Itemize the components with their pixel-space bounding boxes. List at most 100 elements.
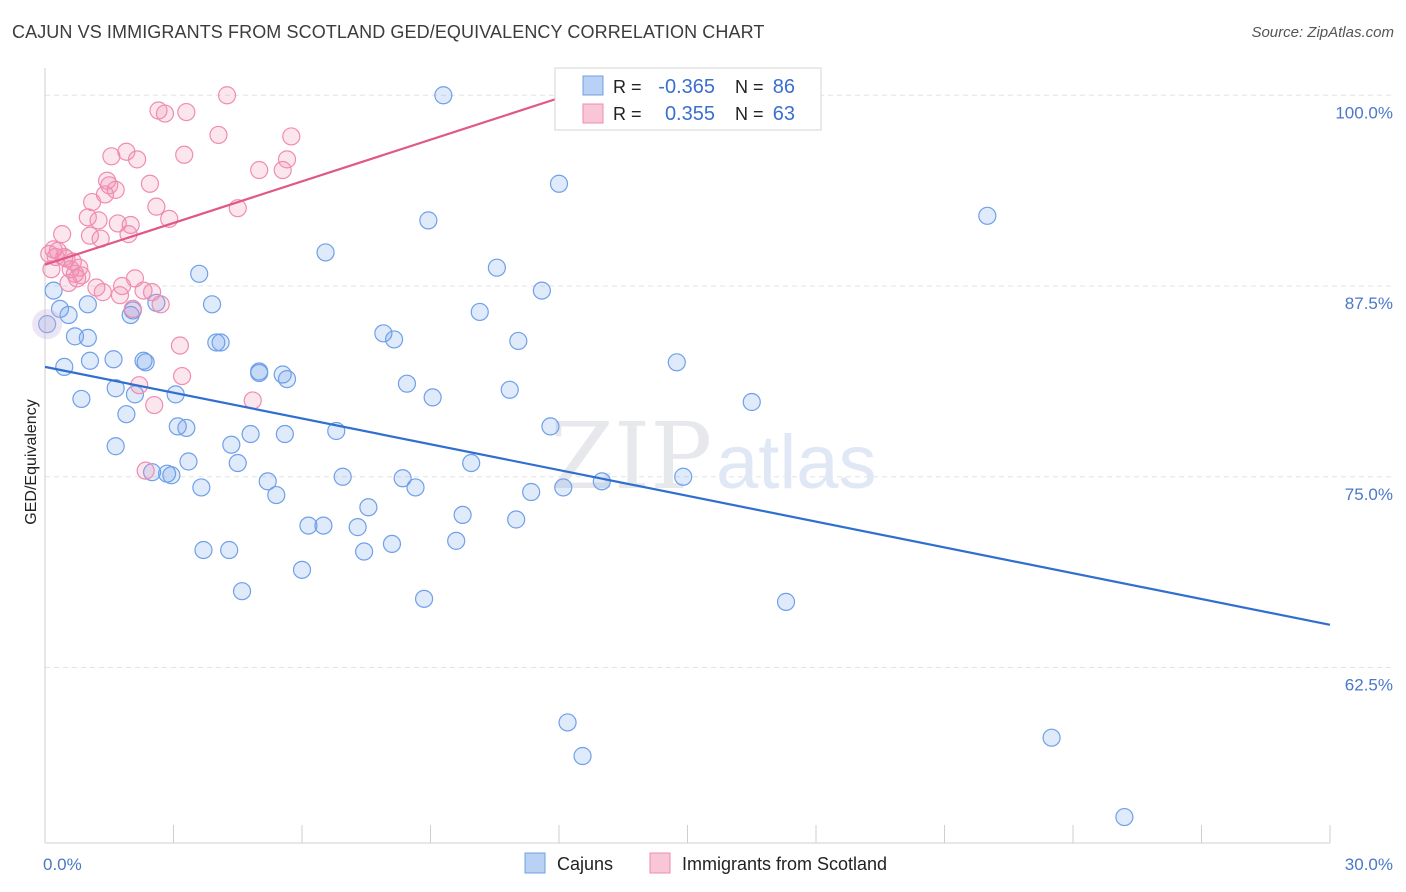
chart-title: CAJUN VS IMMIGRANTS FROM SCOTLAND GED/EQ… xyxy=(12,22,765,42)
cajuns-point-30 xyxy=(202,295,222,314)
scotland-point-26 xyxy=(106,180,125,199)
cajuns-point-75 xyxy=(549,174,569,193)
cajuns-point-58 xyxy=(397,374,417,393)
cajuns-point-18 xyxy=(136,353,155,372)
legend-r-label-2: R = xyxy=(613,104,642,124)
cajuns-point-61 xyxy=(419,211,438,230)
scotland-trend-line xyxy=(44,94,568,266)
cajuns-point-50 xyxy=(333,467,352,486)
scotland-point-52 xyxy=(217,86,237,105)
cajuns-point-39 xyxy=(250,362,269,381)
cajuns-point-55 xyxy=(382,534,402,554)
cajuns-point-60 xyxy=(414,589,434,608)
legend-swatch-cajuns xyxy=(582,75,604,96)
watermark: ZIP atlas xyxy=(550,403,877,510)
cajuns-trend-line xyxy=(44,365,1331,626)
cajuns-point-72 xyxy=(522,482,541,502)
watermark-zip: ZIP xyxy=(550,403,712,510)
cajuns-point-56 xyxy=(384,330,404,349)
cajuns-point-74 xyxy=(541,417,560,436)
cajuns-point-25 xyxy=(177,418,196,438)
y-tick-label-2: 87.5% xyxy=(1345,294,1393,313)
cajuns-point-53 xyxy=(359,498,378,517)
cajuns-point-28 xyxy=(192,478,211,497)
gridlines xyxy=(45,94,1393,669)
scotland-point-49 xyxy=(175,145,194,164)
legend-r-value-1: -0.365 xyxy=(658,76,715,98)
axes xyxy=(44,68,1331,844)
cajuns-point-37 xyxy=(241,424,260,444)
legend-n-label-1: N = xyxy=(735,77,764,97)
y-tick-labels: 62.5% 75.0% 87.5% 100.0% xyxy=(1335,103,1393,694)
series-legend-label-cajuns: Cajuns xyxy=(557,854,613,874)
cajuns-point-46 xyxy=(299,516,318,535)
y-tick-label-1: 75.0% xyxy=(1345,485,1393,504)
cajuns-point-9 xyxy=(80,351,100,370)
cajuns-point-66 xyxy=(462,453,481,473)
scotland-point-41 xyxy=(145,395,164,415)
cajuns-point-6 xyxy=(72,389,91,409)
cajuns-point-12 xyxy=(106,437,125,456)
cluster-point xyxy=(32,309,63,340)
scotland-point-14 xyxy=(72,266,91,285)
cajuns-point-4 xyxy=(59,305,78,325)
cajuns-point-36 xyxy=(232,582,252,601)
cajuns-point-40 xyxy=(258,472,277,491)
legend-n-value-2: 63 xyxy=(773,103,795,125)
trend-lines xyxy=(44,94,1331,626)
cajuns-point-43 xyxy=(275,424,294,444)
cajuns-point-62 xyxy=(423,388,442,407)
cajuns-point-47 xyxy=(314,516,333,535)
y-tick-label-3: 100.0% xyxy=(1335,103,1393,122)
cajuns-point-84 xyxy=(978,206,997,225)
cajuns-point-78 xyxy=(573,746,592,766)
cajuns-point-11 xyxy=(106,379,125,398)
cajuns-point-29 xyxy=(194,540,213,560)
scotland-point-45 xyxy=(155,104,175,123)
cajuns-point-48 xyxy=(316,243,335,262)
cajuns-point-70 xyxy=(507,510,526,529)
y-axis-title: GED/Equivalency xyxy=(23,399,40,524)
scotland-point-16 xyxy=(80,226,100,245)
cajuns-point-83 xyxy=(776,592,796,611)
cajuns-point-22 xyxy=(162,466,181,485)
y-tick-label-0: 62.5% xyxy=(1345,676,1393,695)
cajuns-point-65 xyxy=(453,505,472,525)
cajuns-point-81 xyxy=(674,467,693,486)
scotland-point-5 xyxy=(53,225,72,244)
cajuns-point-45 xyxy=(292,560,312,579)
scotland-point-19 xyxy=(89,211,108,230)
legend-n-value-1: 86 xyxy=(773,76,795,98)
scotland-point-32 xyxy=(121,215,140,235)
scotland-point-48 xyxy=(172,366,192,386)
scotland-point-47 xyxy=(170,336,190,355)
scotland-point-44 xyxy=(151,295,170,314)
cajuns-point-73 xyxy=(532,281,551,300)
cajuns-point-27 xyxy=(190,264,209,283)
cajuns-point-68 xyxy=(487,258,506,277)
scotland-point-33 xyxy=(123,299,142,318)
scotland-point-35 xyxy=(127,150,147,169)
cajuns-point-77 xyxy=(558,713,577,732)
cajuns-point-41 xyxy=(267,485,286,505)
cajuns-point-44 xyxy=(277,369,297,389)
series-legend: Cajuns Immigrants from Scotland xyxy=(524,852,887,874)
cajuns-point-64 xyxy=(447,531,466,550)
cajuns-point-26 xyxy=(179,452,198,471)
series-legend-label-scotland: Immigrants from Scotland xyxy=(682,854,887,874)
scotland-point-58 xyxy=(282,127,301,146)
cajuns-point-0 xyxy=(38,315,57,334)
cajuns-point-86 xyxy=(1115,807,1134,827)
cajuns-point-33 xyxy=(220,540,239,560)
cajuns-point-67 xyxy=(470,302,489,322)
cajuns-point-8 xyxy=(78,328,97,347)
series-legend-swatch-cajuns xyxy=(524,852,546,874)
cajuns-point-69 xyxy=(500,380,519,399)
legend-r-label-1: R = xyxy=(613,77,642,97)
cajuns-point-79 xyxy=(592,472,611,491)
cajuns-point-71 xyxy=(509,331,528,351)
x-tick-labels: 0.0% 30.0% xyxy=(43,855,1393,874)
cajuns-point-51 xyxy=(348,518,367,537)
scotland-point-50 xyxy=(177,102,196,122)
x-tick-label-0: 0.0% xyxy=(43,855,82,874)
